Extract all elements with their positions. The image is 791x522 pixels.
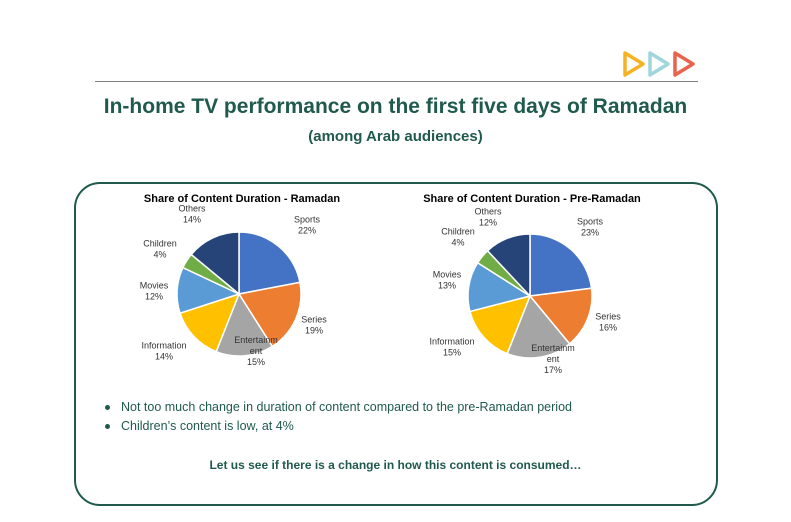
pie-slice-entertainment [506, 294, 571, 359]
pie-chart-svg: Sports 23% Series 16% Entertainm ent 17% Inform… [429, 207, 621, 376]
pie-slice-series [528, 287, 593, 345]
logo-arrow-yellow-icon [623, 51, 645, 77]
slice-label-others: Others 12% [474, 207, 502, 228]
insight-list: Not too much change in duration of conte… [103, 398, 572, 436]
pie-slice-others [486, 233, 531, 298]
pie-chart-ramadan: Share of Content Duration - Ramadan Spor… [92, 190, 392, 390]
pie-chart-title: Share of Content Duration - Pre-Ramadan [423, 193, 641, 205]
brand-logo [623, 51, 695, 77]
page-title: In-home TV performance on the first five… [103, 95, 688, 118]
page-subtitle: (among Arab audiences) [308, 128, 483, 145]
pie-chart-pre-ramadan: Share of Content Duration - Pre-Ramadan … [382, 190, 682, 390]
slice-label-movies: Movies 12% [140, 281, 169, 302]
slice-label-others: Others 14% [178, 204, 206, 225]
content-card [74, 182, 718, 506]
pie-slice-sports [529, 233, 593, 297]
slice-label-children: Children 4% [441, 227, 475, 248]
slice-label-series: Series 19% [301, 315, 327, 336]
insight-item: Children’s content is low, at 4% [103, 417, 572, 436]
slice-label-movies: Movies 13% [433, 270, 462, 291]
slice-label-series: Series 16% [595, 312, 621, 333]
pie-chart-title: Share of Content Duration - Ramadan [143, 193, 341, 205]
pie-slice-series [237, 281, 302, 348]
bullet-icon [105, 405, 110, 410]
insight-item: Not too much change in duration of conte… [103, 398, 572, 417]
pie-slice-sports [238, 231, 301, 295]
pie-chart-svg: Sports 22% Series 19% Entertainm ent 15% Inform… [140, 204, 328, 368]
footer-note: Let us see if there is a change in how t… [209, 458, 582, 472]
slice-label-children: Children 4% [143, 239, 177, 260]
slice-label-information: Information 14% [141, 341, 186, 362]
slice-label-entertainment: Entertainm ent 15% [234, 335, 278, 367]
bullet-icon [105, 424, 110, 429]
pie-slice-others [190, 231, 240, 296]
slice-label-sports: Sports 22% [294, 215, 321, 236]
logo-arrow-red-icon [673, 51, 695, 77]
header-divider [95, 81, 698, 82]
pie-slice-information [469, 294, 532, 355]
slice-label-sports: Sports 23% [577, 217, 604, 238]
slice-label-information: Information 15% [429, 337, 474, 358]
slice-label-entertainment: Entertainm ent 17% [531, 343, 575, 375]
logo-arrow-blue-icon [648, 51, 670, 77]
pie-slice-entertainment [215, 292, 274, 357]
